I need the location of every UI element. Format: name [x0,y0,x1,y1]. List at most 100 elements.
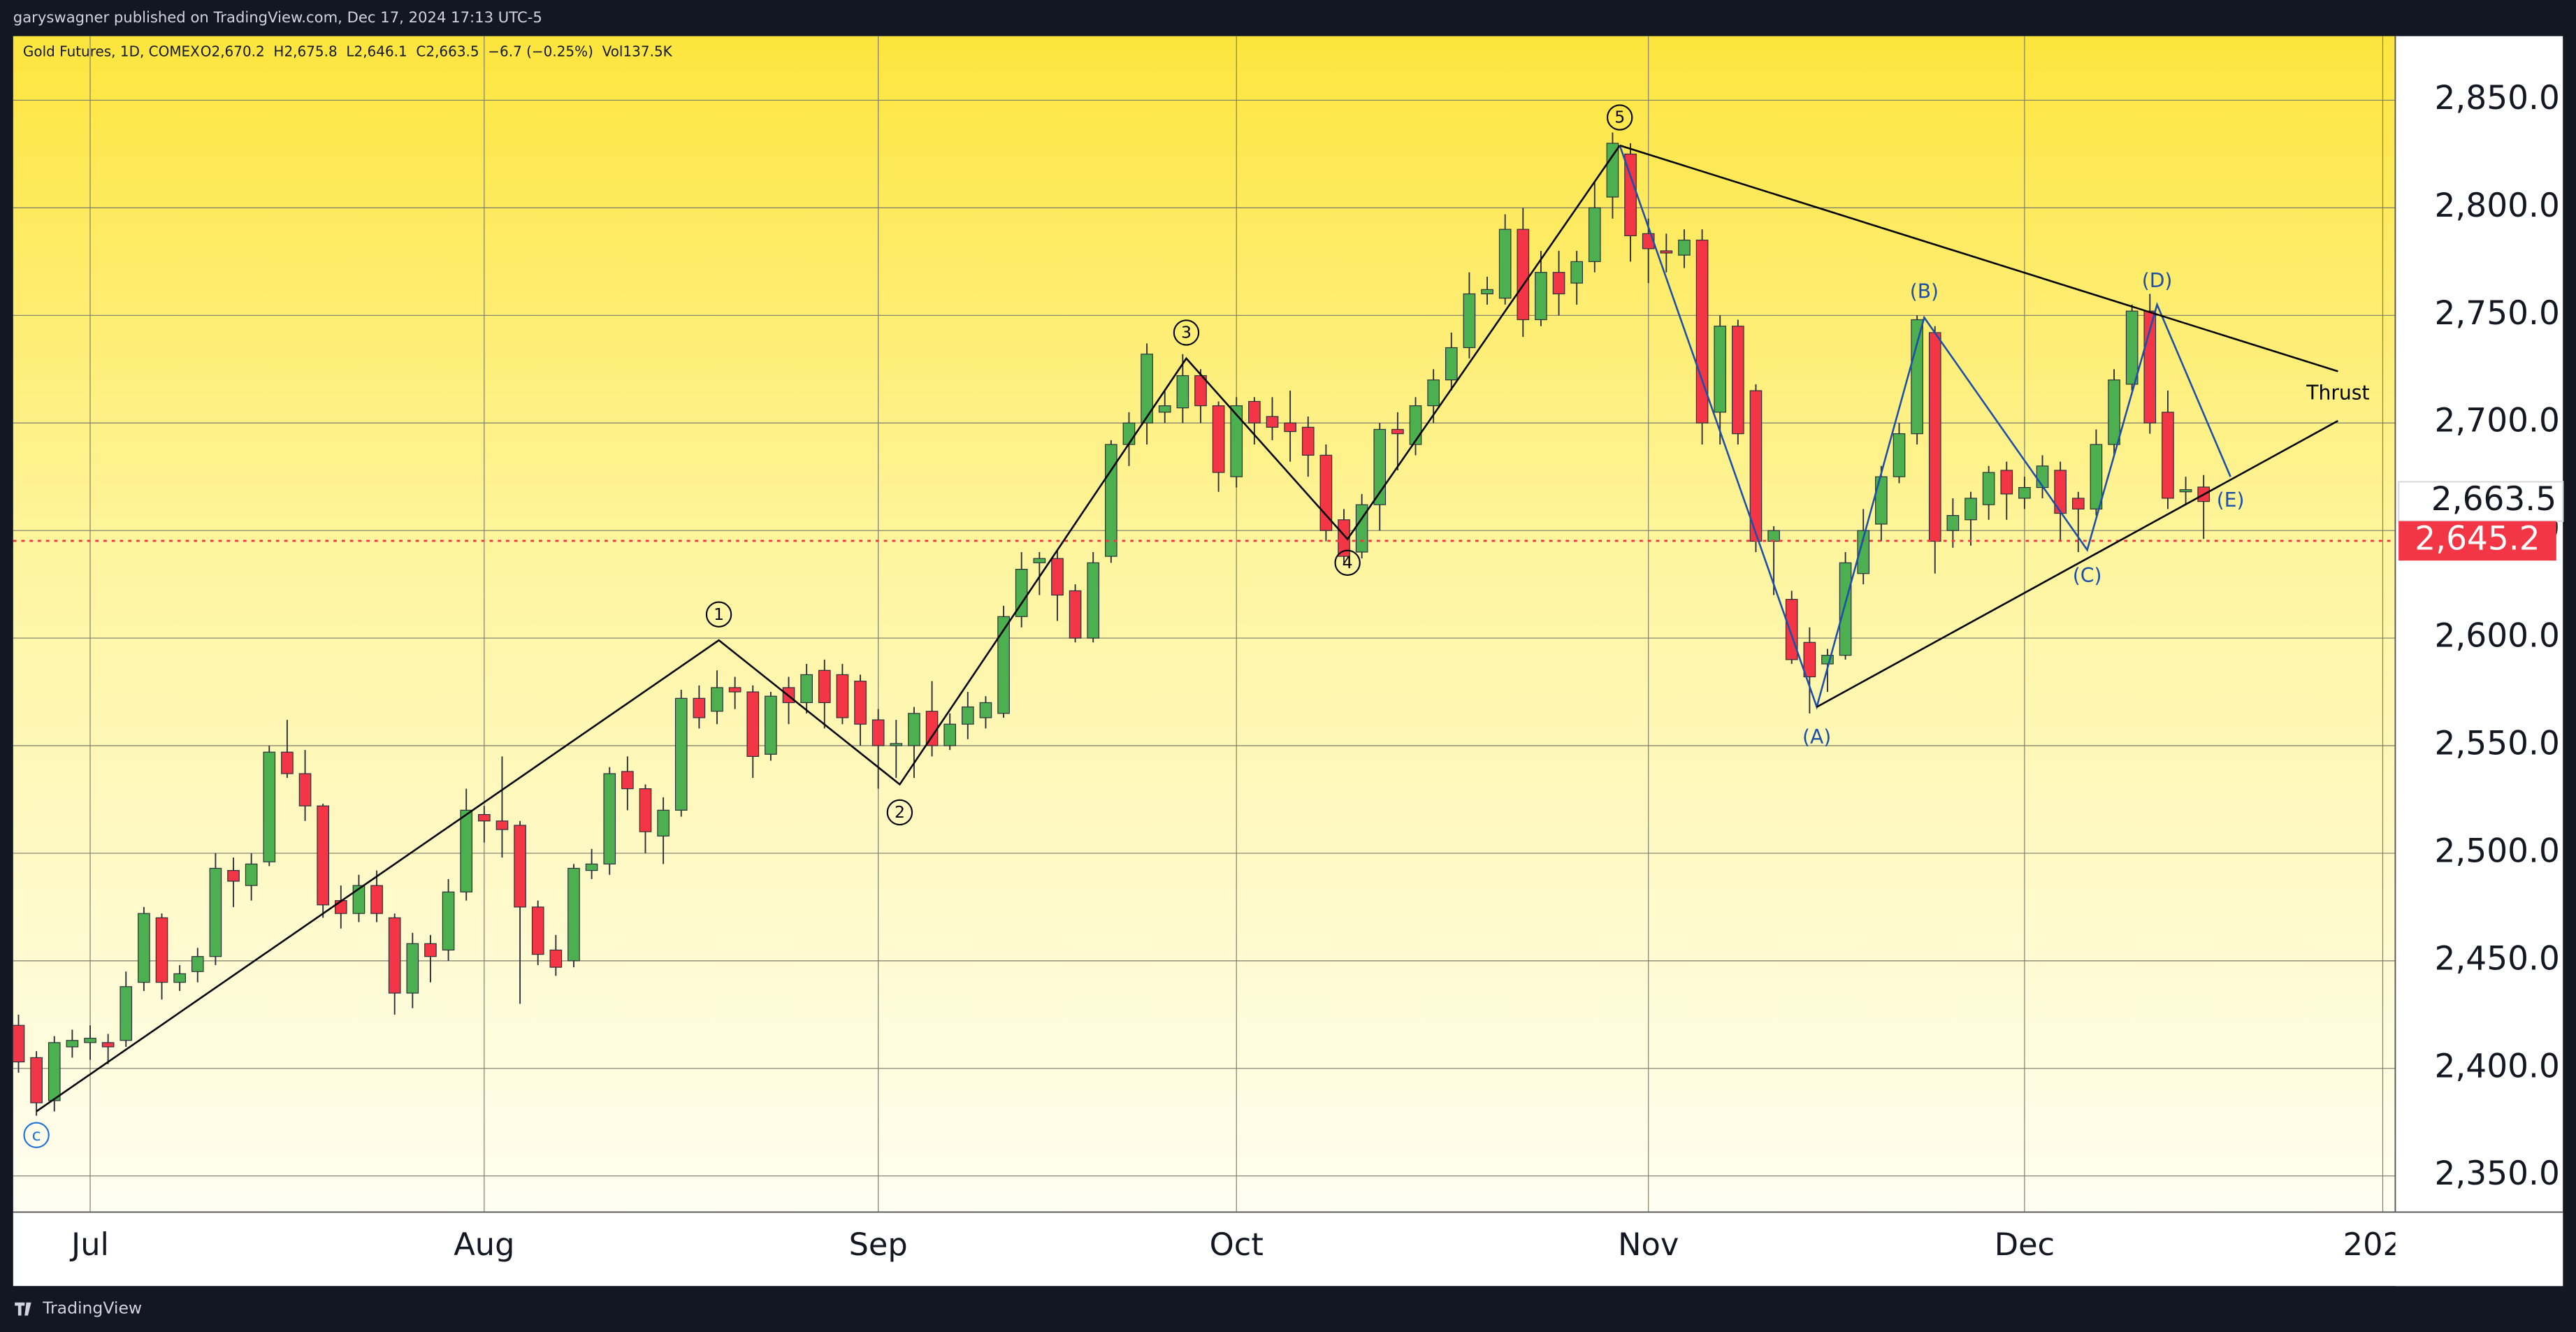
candle-body [1212,405,1225,473]
candle-body [281,751,294,774]
wave-label: c [32,1125,41,1145]
candle-body [854,681,867,725]
label-circle [886,799,913,826]
candle-body [1839,562,1852,656]
wave-label: 1 [714,605,724,624]
candle-body [997,616,1010,714]
candle-body [1373,428,1387,505]
candle-body [1911,319,1923,435]
candle-body [961,707,974,725]
candle-body [603,773,616,864]
wave-label: 3 [1181,323,1192,342]
candle-body [1338,519,1350,557]
candle-body [2125,310,2139,385]
candle-body [728,687,741,693]
candle-body [2090,444,2103,509]
label-circle [1334,549,1361,577]
candle-body [693,697,706,718]
logo [15,1302,31,1316]
candle-body [442,891,455,951]
candle-body [1284,422,1296,433]
candle-body [657,809,670,837]
candle-body [1535,272,1547,321]
y-tick-label: 2,750.0 [2434,294,2559,333]
y-axis-panel [2395,36,2563,1287]
plot-area [13,36,2396,1212]
trend-line [1619,144,2338,372]
candle-body [818,669,831,704]
candle-body [1427,379,1440,407]
label-circle [705,601,732,628]
candle-body [1266,416,1279,428]
candle-body [836,674,849,718]
y-tick-label: 2,400.0 [2434,1047,2559,1085]
candle-body [2036,465,2049,488]
candle-body [1069,590,1082,639]
candle-body [1301,426,1315,456]
candle-body [871,719,885,746]
x-tick-label: Aug [454,1226,514,1263]
label-circle [1607,104,1633,131]
publisher: garyswagner published on TradingView.com… [13,8,542,26]
candle-body [1141,354,1153,424]
candle-body [12,1025,25,1063]
candle-body [1051,558,1064,596]
wave-label: (B) [1910,280,1939,303]
candle-body [549,949,563,968]
candle-body [155,917,168,983]
x-axis-panel [13,1212,2563,1287]
candle-body [925,711,939,746]
wave-label: (A) [1802,725,1831,748]
price-line-label: 2,645.2 [2415,519,2540,558]
footer-brand: TradingView [42,1298,142,1318]
wave-label: (D) [2142,269,2173,292]
candle-body [1803,642,1816,678]
candle-body [765,695,777,755]
candle-body [406,943,419,994]
candle-body [1230,405,1243,477]
candle-body [334,900,347,914]
candle-body [1678,239,1691,256]
candle-body [514,825,526,908]
chart-title: Gold Futures, 1D, COMEX [23,43,200,60]
candle-body [1498,229,1512,299]
candle-body [2108,379,2120,445]
candle-body [746,691,760,757]
candle-body [101,1042,115,1048]
candle-body [478,813,491,822]
candle-body [1445,347,1458,381]
trend-line [36,145,1621,1113]
candle-body [1767,530,1780,542]
candle-body [227,869,240,882]
wave-label: (E) [2217,488,2245,512]
candle-body [908,713,920,746]
candle-body [1589,207,1601,262]
candle-body [1015,568,1028,617]
wave-label: 2 [895,802,905,822]
candle-body [1893,433,1906,477]
candle-body [1946,515,1960,531]
candle-body [1517,229,1530,321]
label-circle [1173,319,1200,346]
price-line-box [2398,521,2556,561]
candle-body [2071,498,2085,509]
candle-body [191,956,204,972]
candle-body [1463,293,1476,349]
candle-body [1857,530,1870,574]
candle-body [1355,504,1368,553]
candle-body [1176,375,1189,409]
candle-body [66,1040,79,1048]
y-tick-label: 2,350.0 [2434,1154,2559,1193]
candle-body [317,805,329,906]
candle-body [979,702,992,718]
candle-body [567,867,580,962]
candle-body [639,788,652,832]
wave-label: Thrust [2306,381,2369,404]
candle-body [2162,412,2174,499]
candle-body [48,1042,61,1101]
candle-body [1570,261,1584,284]
candle-body [1552,272,1565,295]
candle-body [1982,472,1995,505]
x-tick-label: Dec [1995,1226,2055,1263]
